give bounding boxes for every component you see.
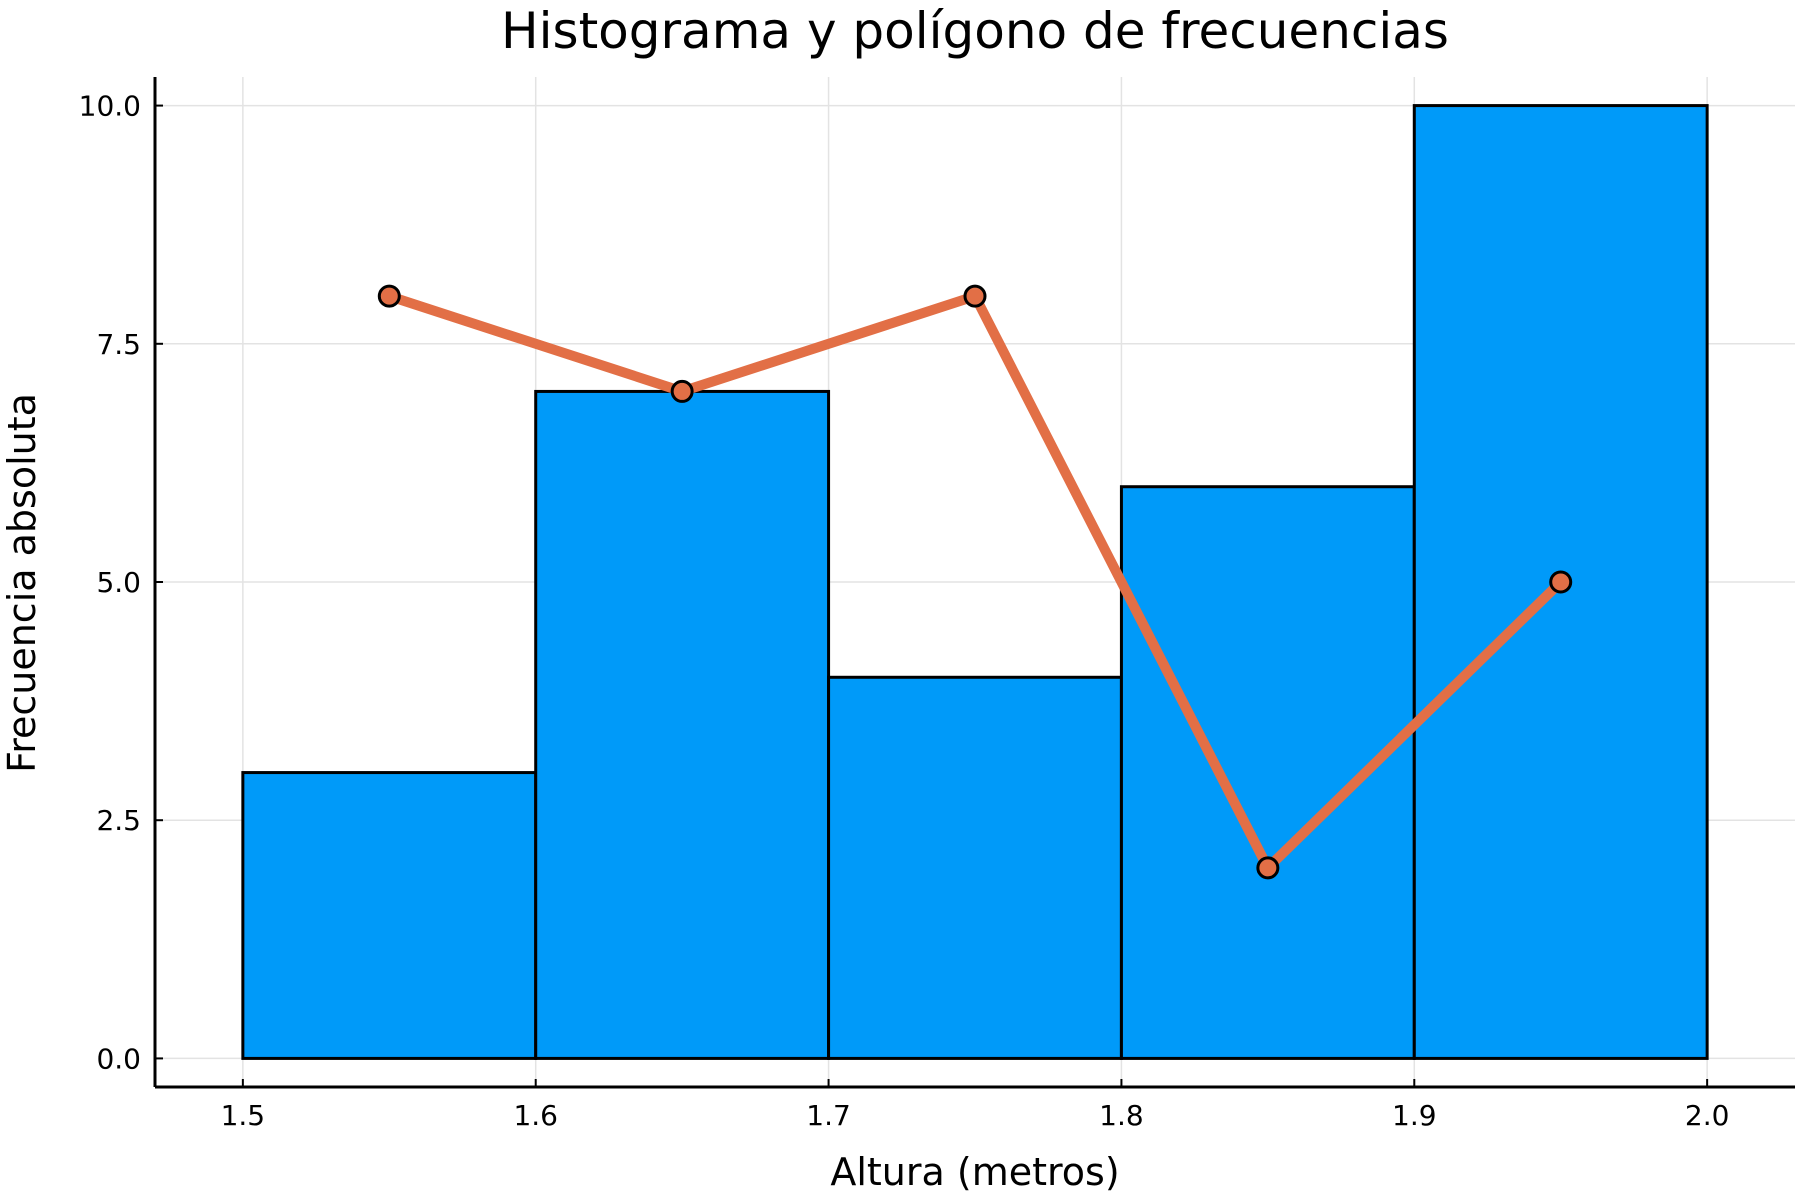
y-tick-label: 7.5 <box>96 328 141 361</box>
polygon-point <box>963 284 987 308</box>
y-tick-label: 5.0 <box>96 566 141 599</box>
x-tick-label: 1.6 <box>513 1099 558 1132</box>
histogram-bar <box>241 771 538 1060</box>
polygon-point <box>670 379 694 403</box>
polygon-point <box>377 284 401 308</box>
tick-labels: 1.5 1.6 1.7 1.8 1.9 2.0 0.0 2.5 5.0 7.5 10.0 <box>79 90 1730 1132</box>
frequency-polygon <box>377 284 1573 880</box>
chart-title: Histograma y polígono de frecuencias <box>501 2 1449 60</box>
histogram-bar <box>827 675 1123 1060</box>
x-tick-label: 2.0 <box>1685 1099 1730 1132</box>
y-tick-label: 10.0 <box>79 90 141 123</box>
polygon-point <box>1549 570 1573 594</box>
y-axis-label: Frecuencia absoluta <box>0 393 44 773</box>
histogram-bar <box>534 389 831 1060</box>
y-tick-label: 2.5 <box>96 804 141 837</box>
y-tick-label: 0.0 <box>96 1042 141 1075</box>
x-axis-label: Altura (metros) <box>830 1150 1119 1194</box>
x-tick-label: 1.5 <box>221 1099 266 1132</box>
axes <box>153 77 1795 1089</box>
histogram-bars <box>241 104 1709 1060</box>
x-tick-label: 1.9 <box>1392 1099 1437 1132</box>
x-tick-label: 1.8 <box>1099 1099 1144 1132</box>
polygon-point <box>1256 856 1280 880</box>
x-tick-label: 1.7 <box>806 1099 851 1132</box>
